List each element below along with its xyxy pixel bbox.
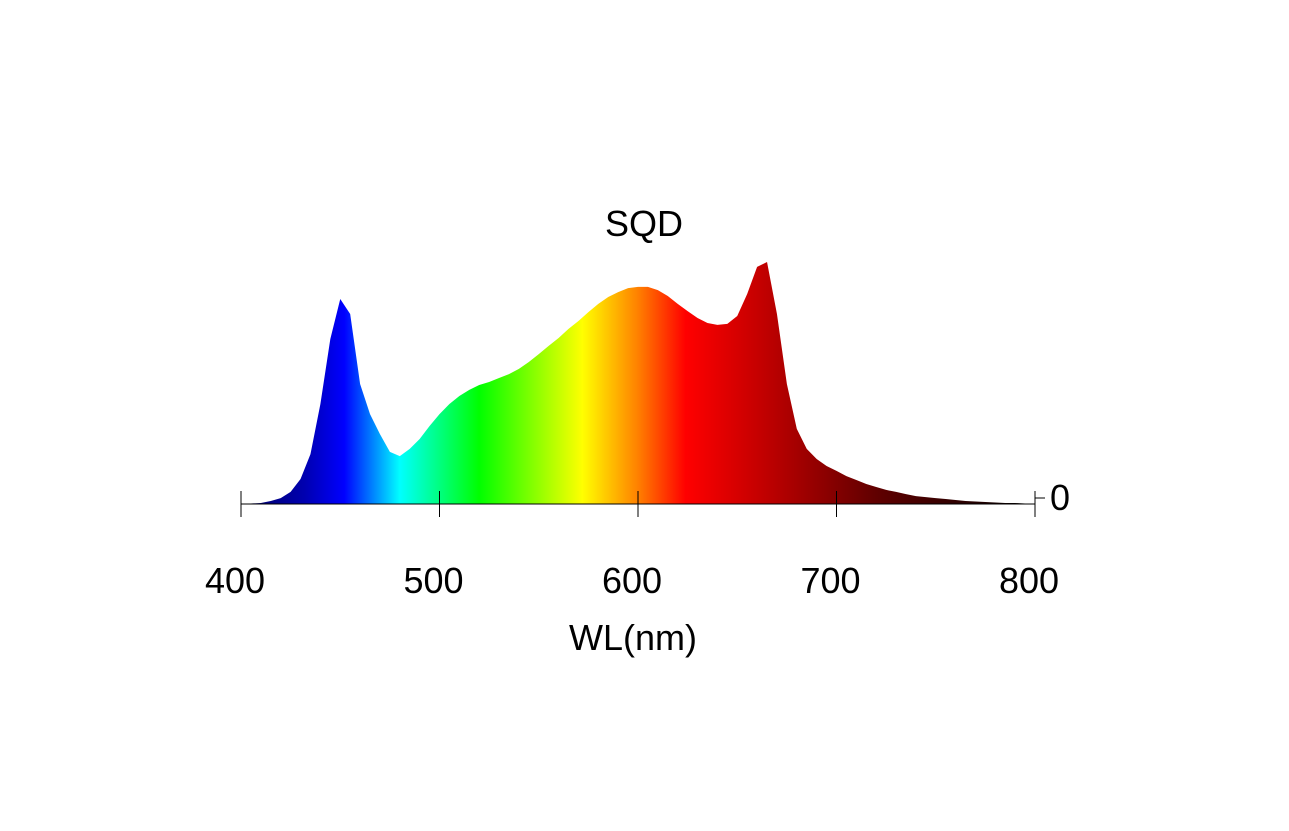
x-tick-label: 500 [403, 560, 463, 601]
x-tick-label: 600 [602, 560, 662, 601]
x-axis-label: WL(nm) [569, 617, 697, 658]
y-tick-label: 0 [1050, 477, 1070, 518]
x-tick-label: 400 [205, 560, 265, 601]
x-tick-label: 800 [999, 560, 1059, 601]
spectrum-area [241, 261, 1035, 504]
chart-title: SQD [605, 203, 683, 244]
x-tick-label: 700 [800, 560, 860, 601]
